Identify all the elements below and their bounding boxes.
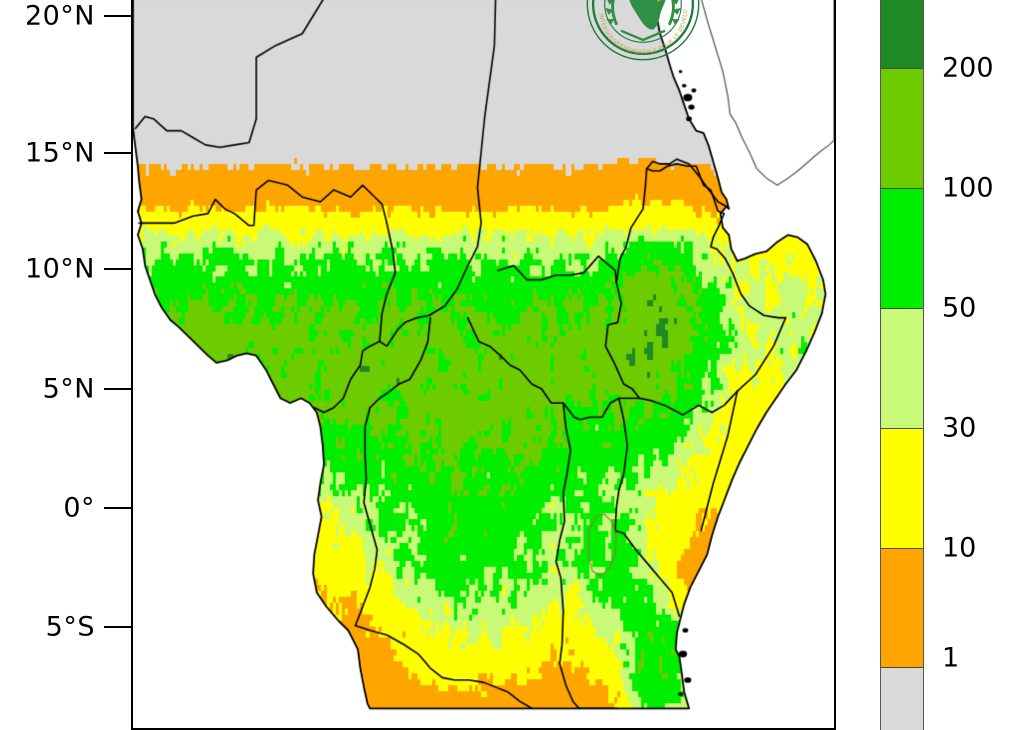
latitude-tick xyxy=(104,152,131,154)
colorbar-band xyxy=(881,548,923,667)
colorbar-label: 1 xyxy=(942,642,960,674)
latitude-tick xyxy=(104,388,131,390)
latitude-axis: 20°N 15°N 10°N 5°N 0° 5°S xyxy=(0,0,131,730)
latitude-label: 15°N xyxy=(24,137,95,169)
rainfall-colorbar xyxy=(880,0,924,730)
colorbar-band xyxy=(881,68,923,188)
latitude-label: 0° xyxy=(63,492,95,524)
colorbar-band xyxy=(881,0,923,68)
latitude-label: 5°S xyxy=(45,611,95,643)
colorbar-band xyxy=(881,667,923,730)
latitude-tick xyxy=(104,507,131,509)
latitude-label: 5°N xyxy=(42,373,95,405)
latitude-label: 10°N xyxy=(24,253,95,285)
colorbar-band xyxy=(881,308,923,428)
colorbar-label: 200 xyxy=(942,52,994,84)
latitude-tick xyxy=(104,15,131,17)
latitude-label: 20°N xyxy=(24,0,95,32)
latitude-tick xyxy=(104,626,131,628)
latitude-tick xyxy=(104,268,131,270)
colorbar-label: 30 xyxy=(942,412,977,444)
colorbar-band xyxy=(881,188,923,308)
colorbar-label: 10 xyxy=(942,532,977,564)
colorbar-band xyxy=(881,428,923,548)
colorbar-label: 50 xyxy=(942,292,977,324)
rainfall-map-canvas xyxy=(133,0,834,728)
colorbar-label: 100 xyxy=(942,172,994,204)
map-frame xyxy=(131,0,836,730)
